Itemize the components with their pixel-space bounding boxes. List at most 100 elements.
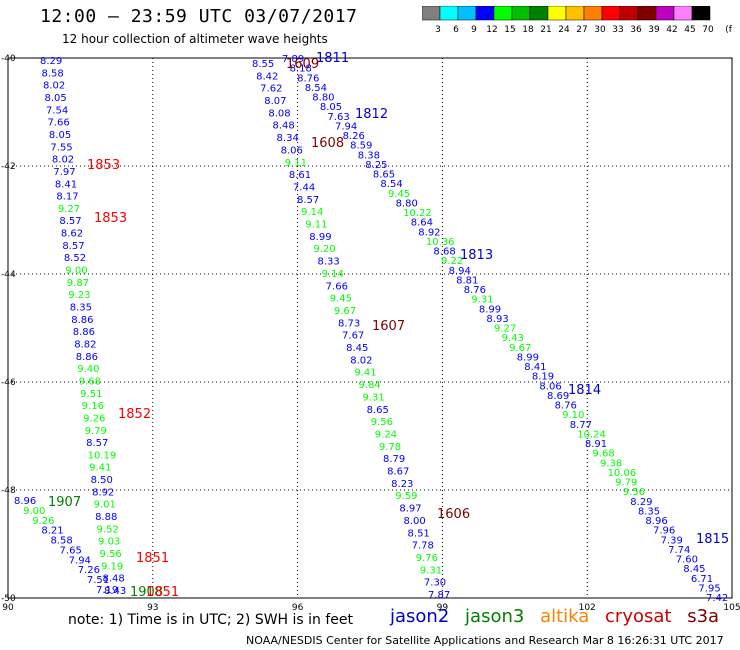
swh-reading: 7.87 <box>428 590 450 601</box>
swh-reading: 9.51 <box>80 389 102 400</box>
swh-reading: 7.19 <box>96 585 118 596</box>
track-time-label: 1815 <box>696 532 729 547</box>
lon-tick-label: 93 <box>147 603 158 613</box>
swh-reading: 9.67 <box>509 343 531 354</box>
swh-reading: 8.57 <box>59 216 81 227</box>
swh-reading: 9.11 <box>305 220 327 231</box>
swh-reading: 8.52 <box>64 253 86 264</box>
swh-reading: 7.74 <box>668 545 690 556</box>
scale-label: 33 <box>612 25 623 35</box>
swh-reading: 8.99 <box>517 352 539 363</box>
swh-reading: 10.19 <box>88 450 117 461</box>
swh-reading: 7.44 <box>293 182 315 193</box>
swh-reading: 9.45 <box>330 294 352 305</box>
swh-reading: 9.43 <box>502 333 524 344</box>
swh-reading: 9.41 <box>89 463 111 474</box>
chart-title: 12:00 – 23:59 UTC 03/07/2017 <box>40 6 358 27</box>
track-time-label: 1852 <box>118 407 151 422</box>
swh-reading: 8.86 <box>71 315 93 326</box>
swh-reading: 8.79 <box>383 454 405 465</box>
swh-reading: 8.97 <box>399 504 421 515</box>
track-time-label: 1609 <box>286 57 319 72</box>
swh-reading: 8.57 <box>62 241 84 252</box>
swh-reading: 9.40 <box>77 364 99 375</box>
lon-tick-label: 90 <box>2 603 14 613</box>
swh-reading: 8.99 <box>479 304 501 315</box>
swh-reading: 9.14 <box>301 207 323 218</box>
swh-reading: 8.41 <box>524 362 546 373</box>
swh-reading: 8.58 <box>41 68 63 79</box>
swh-reading: 9.03 <box>98 537 120 548</box>
swh-reading: 7.51 <box>87 575 109 586</box>
satellite-jason3: jason3 <box>465 606 525 627</box>
swh-reading: 8.23 <box>391 479 413 490</box>
swh-reading: 8.05 <box>320 102 342 113</box>
lon-tick-label: 102 <box>579 603 596 613</box>
satellite-cryosat: cryosat <box>605 606 672 627</box>
chart-subtitle: 12 hour collection of altimeter wave hei… <box>62 32 328 46</box>
track-time-label: 1853 <box>87 158 120 173</box>
track-time-label: 1813 <box>460 248 493 263</box>
swh-reading: 9.14 <box>322 269 344 280</box>
swh-reading: 9.26 <box>32 516 54 527</box>
swh-reading: 8.08 <box>268 108 290 119</box>
scale-label: 3 <box>435 25 441 35</box>
swh-reading: 9.23 <box>68 290 90 301</box>
swh-reading: 9.59 <box>395 491 417 502</box>
swh-reading: 8.68 <box>433 247 455 258</box>
swh-reading: 7.55 <box>50 142 72 153</box>
swh-reading: 8.64 <box>411 218 433 229</box>
swh-reading: 8.93 <box>486 314 508 325</box>
track-time-label: 1851 <box>146 585 179 600</box>
swh-reading: 9.79 <box>85 426 107 437</box>
swh-reading: 9.24 <box>375 429 397 440</box>
swh-reading: 6.71 <box>691 574 713 585</box>
swh-reading: 8.48 <box>103 574 125 585</box>
swh-reading: 8.35 <box>70 303 92 314</box>
swh-reading: 8.76 <box>297 73 319 84</box>
swh-reading: 9.76 <box>416 553 438 564</box>
graticule <box>7 57 733 599</box>
swh-reading: 9.68 <box>79 376 101 387</box>
swh-reading: 8.96 <box>14 496 36 507</box>
scale-swatch <box>691 6 711 21</box>
swh-reading: 8.07 <box>264 96 286 107</box>
swh-reading: 8.06 <box>281 145 303 156</box>
swh-reading: 9.45 <box>388 189 410 200</box>
swh-reading: 8.77 <box>570 420 592 431</box>
swh-reading: 9.56 <box>371 417 393 428</box>
swh-reading: 10.22 <box>403 208 432 219</box>
swh-reading: 9.67 <box>334 306 356 317</box>
swh-reading: 8.29 <box>630 497 652 508</box>
scale-label: 18 <box>522 25 534 35</box>
swh-reading: 8.29 <box>40 56 62 67</box>
lat-tick-label: -40 <box>1 54 16 64</box>
scale-label: 70 <box>702 25 714 35</box>
swh-reading: 9.31 <box>420 565 442 576</box>
swh-reading: 9.38 <box>600 458 622 469</box>
swh-reading: 8.50 <box>91 475 113 486</box>
swh-reading: 8.61 <box>289 170 311 181</box>
scale-label: 36 <box>630 25 642 35</box>
swh-reading: 8.55 <box>252 59 274 70</box>
swh-reading: 7.97 <box>53 167 75 178</box>
scale-label: 15 <box>504 25 515 35</box>
swh-reading: 8.02 <box>52 155 74 166</box>
swh-reading: 9.56 <box>623 487 645 498</box>
swh-reading: 7.94 <box>69 555 91 566</box>
swh-reading: 7.65 <box>60 545 82 556</box>
swh-reading: 8.57 <box>86 438 108 449</box>
swh-reading: 8.45 <box>346 343 368 354</box>
swh-reading: 8.18 <box>290 64 312 75</box>
swh-reading: 7.94 <box>335 121 357 132</box>
satellite-jason2: jason2 <box>390 606 450 627</box>
scale-label: 42 <box>666 25 677 35</box>
swh-reading: 8.91 <box>585 439 607 450</box>
lon-tick-label: 99 <box>437 603 449 613</box>
swh-reading: 8.21 <box>41 526 63 537</box>
swh-reading: 8.58 <box>50 536 72 547</box>
satellite-s3a: s3a <box>687 606 720 627</box>
track-time-label: 1608 <box>311 136 344 151</box>
